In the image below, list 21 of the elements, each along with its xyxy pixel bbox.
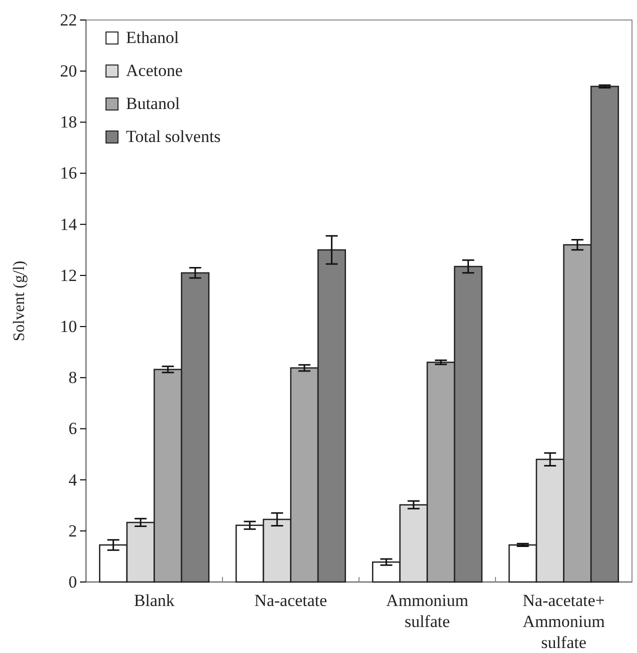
y-tick-label: 12 <box>60 266 77 285</box>
x-tick-label: Blank <box>134 591 176 610</box>
y-tick-label: 10 <box>60 316 77 336</box>
y-axis-title: Solvent (g/l) <box>11 260 28 342</box>
legend-label: Butanol <box>126 94 180 113</box>
y-tick-label: 14 <box>60 214 78 234</box>
x-tick-label: Na-acetate+ Ammonium sulfate <box>522 591 605 652</box>
y-tick-label: 18 <box>60 112 77 132</box>
y-tick-label: 0 <box>68 572 77 592</box>
y-tick-label: 6 <box>68 419 77 438</box>
legend-label: Total solvents <box>126 127 221 146</box>
legend-label: Acetone <box>126 61 183 80</box>
legend-label: Ethanol <box>126 28 180 47</box>
y-tick-label: 4 <box>68 470 78 490</box>
y-tick-label: 8 <box>68 368 77 388</box>
y-tick-label: 22 <box>60 10 77 30</box>
y-tick-label: 2 <box>68 521 77 540</box>
y-tick-label: 20 <box>60 62 77 81</box>
x-tick-label: Ammonium sulfate <box>386 591 468 631</box>
x-tick-label: Na-acetate <box>254 591 328 610</box>
y-tick-label: 16 <box>60 164 77 183</box>
